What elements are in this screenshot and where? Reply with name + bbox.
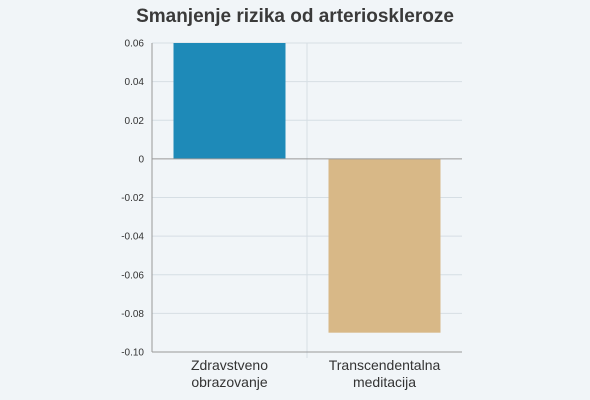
bars — [173, 43, 441, 333]
y-tick-label: 0.06 — [125, 39, 145, 50]
x-category-label: obrazovanje — [191, 374, 267, 390]
y-tick-label: 0 — [138, 154, 144, 165]
bar — [328, 158, 441, 333]
y-tick-label: -0.08 — [121, 309, 144, 320]
bar — [173, 43, 286, 159]
x-category-label: meditacija — [353, 374, 416, 390]
x-category-label: Zdravstveno — [191, 357, 268, 373]
y-tick-label: -0.04 — [121, 232, 144, 243]
y-tick-label: -0.10 — [121, 348, 144, 359]
axes — [151, 43, 462, 353]
chart-title: Smanjenje rizika od arterioskleroze — [136, 6, 454, 27]
labels: 0.06 0.04 0.02 0 -0.02 -0.04 -0.06 -0.08 -0.10 Zd… — [121, 39, 440, 391]
x-category-label: Transcendentalna — [329, 357, 441, 373]
y-tick-label: -0.02 — [121, 193, 144, 204]
y-tick-label: 0.04 — [125, 77, 145, 88]
y-tick-label: -0.06 — [121, 270, 144, 281]
y-tick-label: 0.02 — [125, 116, 145, 127]
